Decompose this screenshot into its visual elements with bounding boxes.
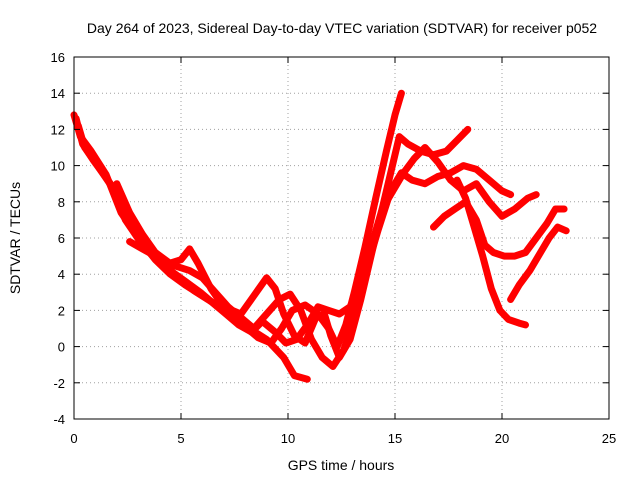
- series-line-7: [453, 176, 529, 329]
- y-tick-label: 0: [58, 340, 65, 355]
- y-tick-label: -2: [53, 376, 65, 391]
- x-tick-label: 10: [281, 431, 295, 446]
- y-tick-label: 4: [58, 267, 65, 282]
- axis-ticks: -4 -2 0 2 4 6 8 10 12 14 16 0 5 10 15 20 25: [51, 50, 617, 446]
- x-axis-title: GPS time / hours: [288, 457, 395, 473]
- y-tick-label: 6: [58, 231, 65, 246]
- x-tick-label: 20: [495, 431, 509, 446]
- series-line-4: [113, 162, 515, 370]
- y-tick-label: 16: [51, 50, 65, 65]
- y-axis-title: SDTVAR / TECUs: [7, 182, 23, 294]
- grid: [74, 57, 609, 419]
- chart-title: Day 264 of 2023, Sidereal Day-to-day VTE…: [87, 20, 597, 36]
- series-line-8: [507, 223, 570, 303]
- x-tick-label: 25: [602, 431, 616, 446]
- x-tick-label: 15: [388, 431, 402, 446]
- y-tick-label: 12: [51, 122, 65, 137]
- x-tick-label: 5: [177, 431, 184, 446]
- y-tick-label: -4: [53, 412, 65, 427]
- y-tick-label: 8: [58, 195, 65, 210]
- y-tick-label: 2: [58, 303, 65, 318]
- x-tick-label: 0: [70, 431, 77, 446]
- y-tick-label: 14: [51, 86, 65, 101]
- series-line-5: [126, 144, 540, 347]
- y-tick-label: 10: [51, 159, 65, 174]
- series-layer: [70, 89, 570, 383]
- series-line-6: [430, 198, 568, 260]
